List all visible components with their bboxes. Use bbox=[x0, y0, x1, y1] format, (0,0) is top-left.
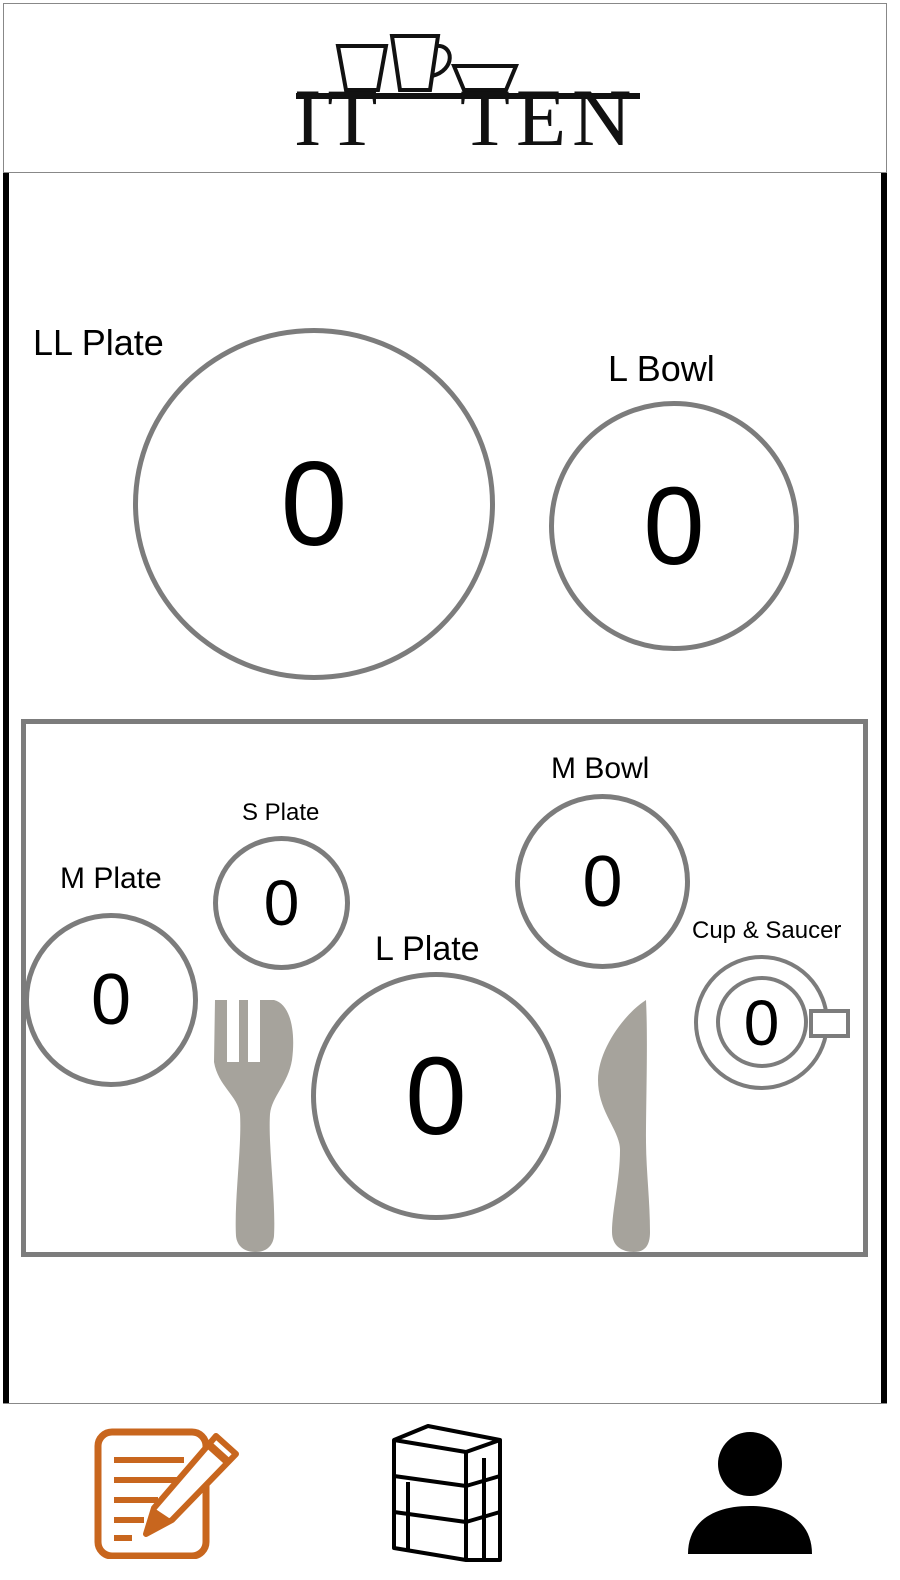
ll-plate-counter[interactable]: 0 bbox=[133, 328, 495, 680]
knife-icon bbox=[598, 1000, 650, 1252]
s-plate-counter[interactable]: 0 bbox=[213, 836, 350, 970]
cup-handle bbox=[809, 1009, 850, 1038]
m-plate-label: M Plate bbox=[60, 862, 162, 895]
logo-text: IT TEN bbox=[294, 72, 638, 163]
app-logo: IT TEN bbox=[294, 32, 644, 162]
m-plate-counter[interactable]: 0 bbox=[24, 913, 198, 1087]
m-bowl-count: 0 bbox=[582, 841, 623, 922]
l-plate-count: 0 bbox=[405, 1034, 467, 1158]
m-plate-count: 0 bbox=[90, 960, 132, 1040]
header: IT TEN bbox=[3, 3, 887, 173]
l-plate-counter[interactable]: 0 bbox=[311, 972, 561, 1220]
m-bowl-label: M Bowl bbox=[551, 752, 650, 785]
user-icon bbox=[688, 1432, 812, 1554]
shelf-icon bbox=[392, 1424, 502, 1562]
nav-edit-button[interactable] bbox=[88, 1424, 248, 1560]
nav-profile-button[interactable] bbox=[683, 1424, 818, 1559]
ll-plate-count: 0 bbox=[280, 437, 348, 571]
bottom-nav bbox=[3, 1403, 887, 1577]
l-plate-label: L Plate bbox=[375, 930, 480, 968]
s-plate-count: 0 bbox=[263, 867, 300, 939]
l-bowl-counter[interactable]: 0 bbox=[549, 401, 799, 651]
fork-icon bbox=[214, 1000, 294, 1252]
l-bowl-label: L Bowl bbox=[608, 348, 715, 389]
cups-shelf-logo-icon bbox=[296, 34, 640, 99]
table-setting-area bbox=[21, 719, 868, 1257]
nav-shelf-button[interactable] bbox=[388, 1422, 508, 1564]
cup-saucer-count: 0 bbox=[743, 986, 780, 1059]
cup-saucer-label: Cup & Saucer bbox=[692, 917, 842, 944]
ll-plate-label: LL Plate bbox=[33, 322, 164, 363]
edit-note-icon bbox=[94, 1428, 239, 1560]
m-bowl-counter[interactable]: 0 bbox=[515, 794, 690, 969]
l-bowl-count: 0 bbox=[643, 464, 705, 588]
cup-ring bbox=[716, 976, 808, 1068]
s-plate-label: S Plate bbox=[242, 799, 320, 826]
